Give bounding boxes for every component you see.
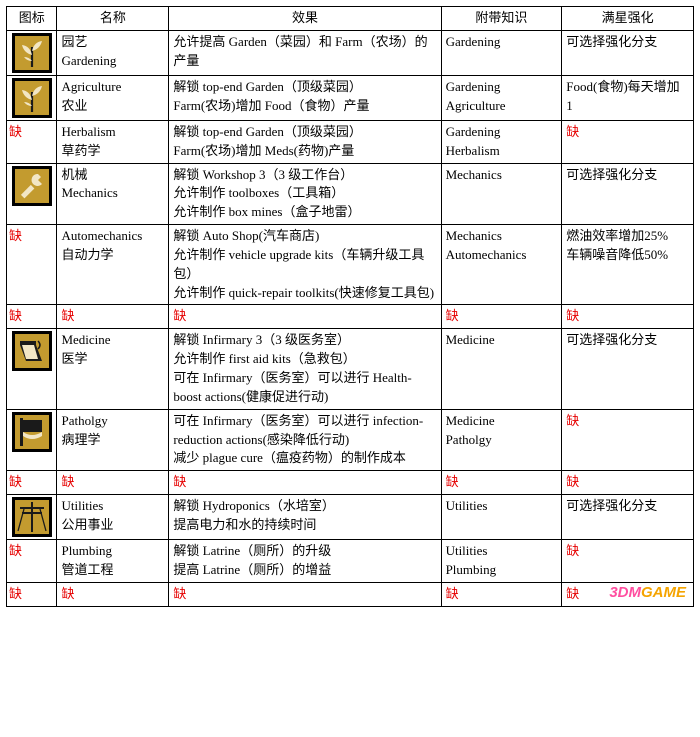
missing-cell: 缺	[169, 582, 441, 606]
missing-cell: 缺	[57, 582, 169, 606]
skill-effect: 可在 Infirmary（医务室）可以进行 infection-reductio…	[169, 409, 441, 471]
table-row: 缺Automechanics自动力学解锁 Auto Shop(汽车商店)允许制作…	[7, 225, 694, 305]
table-row: 缺Plumbing管道工程解锁 Latrine（厕所）的升级提高 Latrine…	[7, 540, 694, 583]
col-knowledge: 附带知识	[441, 7, 562, 31]
skill-knowledge: MechanicsAutomechanics	[441, 225, 562, 305]
missing-cell: 缺	[7, 582, 57, 606]
plant-icon	[12, 78, 52, 118]
skill-knowledge: GardeningHerbalism	[441, 120, 562, 163]
table-row: 机械Mechanics解锁 Workshop 3（3 级工作台）允许制作 too…	[7, 163, 694, 225]
missing-cell: 缺	[7, 540, 57, 583]
missing-cell: 缺	[562, 305, 694, 329]
table-row: Utilities公用事业解锁 Hydroponics（水培室）提高电力和水的持…	[7, 495, 694, 540]
skill-knowledge: Mechanics	[441, 163, 562, 225]
skill-name: 园艺Gardening	[57, 30, 169, 75]
missing-cell: 缺	[7, 305, 57, 329]
missing-cell: 缺	[57, 471, 169, 495]
skill-maxstar: 可选择强化分支	[562, 495, 694, 540]
missing-cell: 缺	[562, 409, 694, 471]
skill-icon	[7, 75, 57, 120]
wrench-icon	[12, 166, 52, 206]
col-effect: 效果	[169, 7, 441, 31]
col-icon: 图标	[7, 7, 57, 31]
skill-effect: 解锁 Infirmary 3（3 级医务室）允许制作 first aid kit…	[169, 329, 441, 409]
skill-icon	[7, 495, 57, 540]
header-row: 图标 名称 效果 附带知识 满星强化	[7, 7, 694, 31]
col-name: 名称	[57, 7, 169, 31]
skill-name: 机械Mechanics	[57, 163, 169, 225]
flag-icon	[12, 412, 52, 452]
skill-effect: 解锁 Latrine（厕所）的升级提高 Latrine（厕所）的增益	[169, 540, 441, 583]
missing-cell: 缺	[7, 120, 57, 163]
skill-maxstar: Food(食物)每天增加 1	[562, 75, 694, 120]
table-row: Medicine医学解锁 Infirmary 3（3 级医务室）允许制作 fir…	[7, 329, 694, 409]
skill-effect: 解锁 Hydroponics（水培室）提高电力和水的持续时间	[169, 495, 441, 540]
skill-name: Automechanics自动力学	[57, 225, 169, 305]
skill-maxstar: 可选择强化分支	[562, 329, 694, 409]
skill-maxstar: 可选择强化分支	[562, 163, 694, 225]
col-maxstar: 满星强化	[562, 7, 694, 31]
missing-cell: 缺	[562, 540, 694, 583]
skill-name: Patholgy病理学	[57, 409, 169, 471]
skill-effect: 允许提高 Garden（菜园）和 Farm（农场）的产量	[169, 30, 441, 75]
table-row: Patholgy病理学可在 Infirmary（医务室）可以进行 infecti…	[7, 409, 694, 471]
skill-effect: 解锁 top-end Garden（顶级菜园）Farm(农场)增加 Food（食…	[169, 75, 441, 120]
skill-name: Herbalism草药学	[57, 120, 169, 163]
table-row: Agriculture农业解锁 top-end Garden（顶级菜园）Farm…	[7, 75, 694, 120]
missing-cell: 缺	[169, 471, 441, 495]
skill-knowledge: Gardening	[441, 30, 562, 75]
skill-name: Utilities公用事业	[57, 495, 169, 540]
flask-icon	[12, 331, 52, 371]
plant-icon	[12, 33, 52, 73]
skill-maxstar: 可选择强化分支	[562, 30, 694, 75]
table-row: 缺缺缺缺缺	[7, 471, 694, 495]
pole-icon	[12, 497, 52, 537]
missing-cell: 缺	[562, 471, 694, 495]
skill-name: Agriculture农业	[57, 75, 169, 120]
skill-knowledge: MedicinePatholgy	[441, 409, 562, 471]
skill-knowledge: Medicine	[441, 329, 562, 409]
missing-cell: 缺	[441, 471, 562, 495]
skill-maxstar: 燃油效率增加25%车辆噪音降低50%	[562, 225, 694, 305]
missing-cell: 缺	[169, 305, 441, 329]
missing-cell: 缺	[57, 305, 169, 329]
skill-knowledge: GardeningAgriculture	[441, 75, 562, 120]
table-row: 缺缺缺缺缺	[7, 582, 694, 606]
skill-knowledge: UtilitiesPlumbing	[441, 540, 562, 583]
skill-icon	[7, 30, 57, 75]
skill-name: Medicine医学	[57, 329, 169, 409]
skills-table: 图标 名称 效果 附带知识 满星强化 园艺Gardening允许提高 Garde…	[6, 6, 694, 607]
missing-cell: 缺	[562, 120, 694, 163]
skill-icon	[7, 329, 57, 409]
skill-icon	[7, 163, 57, 225]
skill-effect: 解锁 Auto Shop(汽车商店)允许制作 vehicle upgrade k…	[169, 225, 441, 305]
missing-cell: 缺	[7, 225, 57, 305]
table-row: 园艺Gardening允许提高 Garden（菜园）和 Farm（农场）的产量G…	[7, 30, 694, 75]
missing-cell: 缺	[441, 305, 562, 329]
missing-cell: 缺	[562, 582, 694, 606]
missing-cell: 缺	[7, 471, 57, 495]
skill-icon	[7, 409, 57, 471]
skill-effect: 解锁 Workshop 3（3 级工作台）允许制作 toolboxes（工具箱）…	[169, 163, 441, 225]
table-row: 缺缺缺缺缺	[7, 305, 694, 329]
skill-name: Plumbing管道工程	[57, 540, 169, 583]
skill-effect: 解锁 top-end Garden（顶级菜园）Farm(农场)增加 Meds(药…	[169, 120, 441, 163]
table-row: 缺Herbalism草药学解锁 top-end Garden（顶级菜园）Farm…	[7, 120, 694, 163]
missing-cell: 缺	[441, 582, 562, 606]
skill-knowledge: Utilities	[441, 495, 562, 540]
